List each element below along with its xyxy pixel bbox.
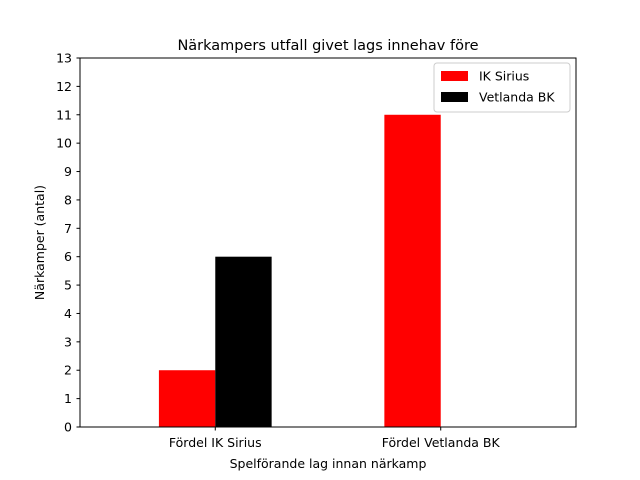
y-tick-label: 6 (64, 249, 72, 264)
bar-vetlanda-bk-0 (215, 256, 272, 427)
legend-swatch (441, 92, 468, 102)
legend-swatch (441, 71, 468, 81)
y-tick-label: 7 (64, 221, 72, 236)
y-tick-label: 4 (64, 306, 72, 321)
bar-ik-sirius-1 (384, 114, 441, 428)
legend-label: Vetlanda BK (479, 90, 555, 105)
x-axis-label: Spelförande lag innan närkamp (230, 456, 427, 471)
legend: IK Sirius Vetlanda BK (433, 62, 571, 113)
x-tick-label: Fördel IK Sirius (169, 435, 262, 450)
legend-label: IK Sirius (479, 69, 529, 84)
y-tick-label: 13 (56, 51, 72, 66)
chart-title: Närkampers utfall givet lags innehav för… (177, 38, 478, 54)
y-tick-label: 11 (56, 107, 72, 122)
y-tick-label: 3 (64, 334, 72, 349)
bars-group (158, 114, 441, 428)
y-tick-label: 12 (56, 79, 72, 94)
y-axis-label: Närkamper (antal) (32, 185, 47, 300)
y-tick-label: 1 (64, 391, 72, 406)
y-tick-label: 2 (64, 363, 72, 378)
y-tick-label: 8 (64, 192, 72, 207)
y-tick-label: 10 (56, 136, 72, 151)
y-tick-label: 9 (64, 164, 72, 179)
plot-frame (79, 57, 577, 428)
bar-ik-sirius-0 (158, 370, 216, 427)
y-tick-label: 0 (64, 420, 72, 435)
x-tick-label: Fördel Vetlanda BK (382, 435, 501, 450)
x-axis: Fördel IK Sirius Fördel Vetlanda BK (169, 427, 501, 450)
y-tick-label: 5 (64, 278, 72, 293)
